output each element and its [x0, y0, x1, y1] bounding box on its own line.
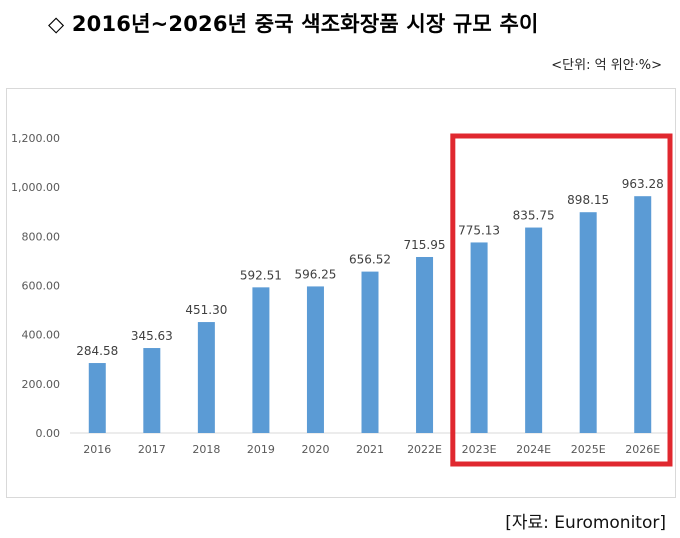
y-tick-label: 1,200.00	[11, 132, 60, 145]
x-tick-label: 2026E	[625, 443, 660, 456]
bar	[361, 271, 379, 433]
data-label: 656.52	[349, 253, 391, 267]
unit-label: <단위: 억 위안·%>	[551, 58, 662, 73]
x-tick-label: 2021	[356, 443, 384, 456]
bar	[634, 196, 652, 433]
x-tick-label: 2023E	[462, 443, 497, 456]
bar	[470, 242, 488, 433]
y-tick-label: 800.00	[22, 230, 61, 243]
source-note: [자료: Euromonitor]	[505, 513, 666, 533]
data-label: 775.13	[458, 223, 500, 237]
bar	[252, 287, 270, 433]
y-tick-label: 400.00	[22, 329, 61, 342]
page-title: ◇ 2016년~2026년 중국 색조화장품 시장 규모 추이	[48, 12, 539, 36]
data-label: 284.58	[76, 344, 118, 358]
data-label: 835.75	[513, 209, 555, 223]
data-label: 963.28	[622, 177, 664, 191]
y-tick-label: 1,000.00	[11, 181, 60, 194]
data-label: 592.51	[240, 268, 282, 282]
bar-chart: 0.00 200.00 400.00 600.00 800.00 1,000.00 1,20…	[6, 88, 676, 498]
bar	[579, 212, 597, 433]
y-tick-label: 600.00	[22, 280, 61, 293]
x-tick-label: 2024E	[516, 443, 551, 456]
x-tick-label: 2016	[83, 443, 111, 456]
data-label: 898.15	[567, 193, 609, 207]
chart-frame	[6, 88, 676, 498]
data-label: 596.25	[294, 267, 336, 281]
bar	[306, 286, 324, 433]
y-tick-label: 0.00	[36, 427, 61, 440]
bar	[143, 348, 161, 433]
x-tick-label: 2017	[138, 443, 166, 456]
x-tick-label: 2025E	[571, 443, 606, 456]
y-tick-label: 200.00	[22, 378, 61, 391]
x-tick-label: 2019	[247, 443, 275, 456]
bar	[416, 256, 434, 433]
x-tick-label: 2022E	[407, 443, 442, 456]
chart-container: 0.00 200.00 400.00 600.00 800.00 1,000.00 1,20…	[6, 88, 676, 498]
data-label: 345.63	[131, 329, 173, 343]
highlight-box	[450, 133, 673, 467]
bar	[525, 227, 543, 433]
data-label: 451.30	[185, 303, 227, 317]
x-tick-label: 2020	[301, 443, 329, 456]
bar	[197, 322, 215, 433]
x-tick-label: 2018	[192, 443, 220, 456]
bar	[88, 363, 106, 433]
data-label: 715.95	[404, 238, 446, 252]
